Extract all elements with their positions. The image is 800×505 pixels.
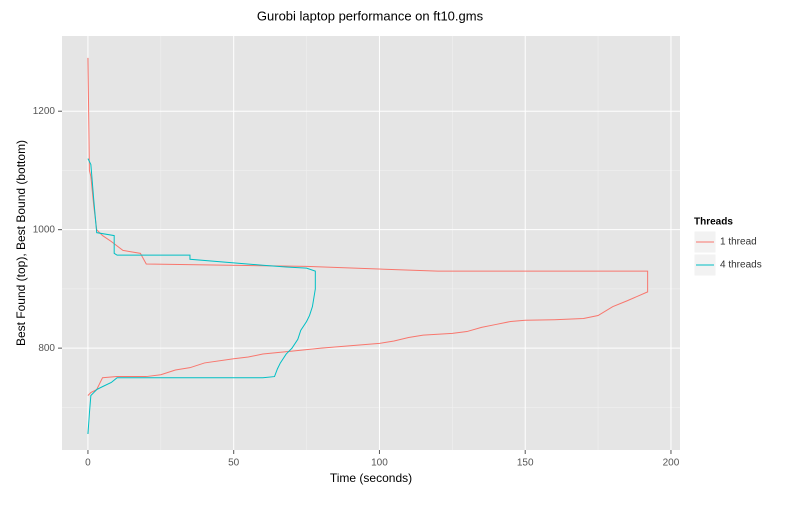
legend-title: Threads (694, 217, 733, 228)
y-axis-title: Best Found (top), Best Bound (bottom) (14, 140, 28, 346)
y-tick-label: 1200 (33, 106, 56, 117)
legend-label: 4 threads (720, 260, 762, 271)
y-tick-label: 800 (38, 343, 55, 354)
x-tick-label: 50 (228, 458, 240, 469)
x-axis-title: Time (seconds) (330, 471, 412, 485)
y-tick-label: 1000 (33, 224, 56, 235)
x-tick-label: 0 (85, 458, 91, 469)
series-line (87, 158, 316, 435)
series-line (87, 57, 649, 396)
chart-title: Gurobi laptop performance on ft10.gms (257, 8, 484, 23)
x-tick-label: 100 (371, 458, 388, 469)
x-tick-label: 200 (663, 458, 680, 469)
legend-label: 1 thread (720, 237, 757, 248)
plot-background (62, 36, 680, 450)
x-tick-label: 150 (517, 458, 534, 469)
